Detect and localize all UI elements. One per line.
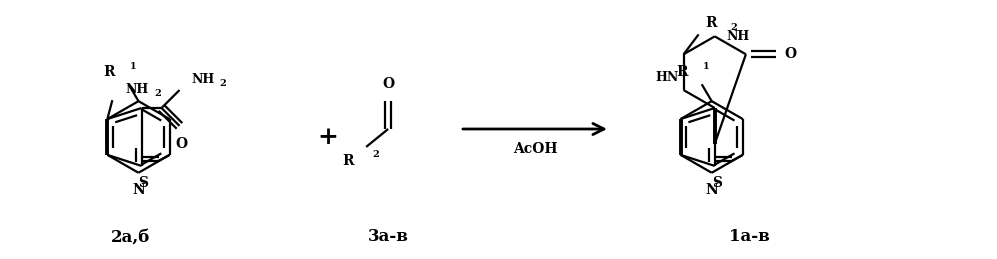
Text: S: S (139, 176, 149, 190)
Text: 1: 1 (130, 62, 137, 71)
Text: NH: NH (191, 73, 214, 86)
Text: 1: 1 (703, 62, 709, 71)
Text: R: R (676, 65, 688, 79)
Text: NH: NH (727, 30, 750, 43)
Text: 2a,б: 2a,б (111, 228, 151, 245)
Text: NH: NH (126, 83, 149, 96)
Text: 2: 2 (155, 89, 162, 98)
Text: +: + (318, 125, 339, 149)
Text: R: R (103, 65, 115, 79)
Text: O: O (175, 137, 187, 151)
Text: 2: 2 (219, 79, 226, 88)
Text: 2: 2 (372, 150, 379, 159)
Text: S: S (712, 176, 722, 190)
Text: O: O (382, 77, 394, 91)
Text: N: N (133, 183, 145, 197)
Text: 1a-в: 1a-в (729, 228, 770, 245)
Text: R: R (706, 16, 717, 30)
Text: N: N (705, 183, 718, 197)
Text: HN: HN (655, 71, 679, 84)
Text: AcOH: AcOH (512, 142, 557, 156)
Text: 3a-в: 3a-в (368, 228, 409, 245)
Text: R: R (343, 154, 354, 168)
Text: O: O (785, 47, 797, 61)
Text: 2: 2 (731, 23, 738, 32)
